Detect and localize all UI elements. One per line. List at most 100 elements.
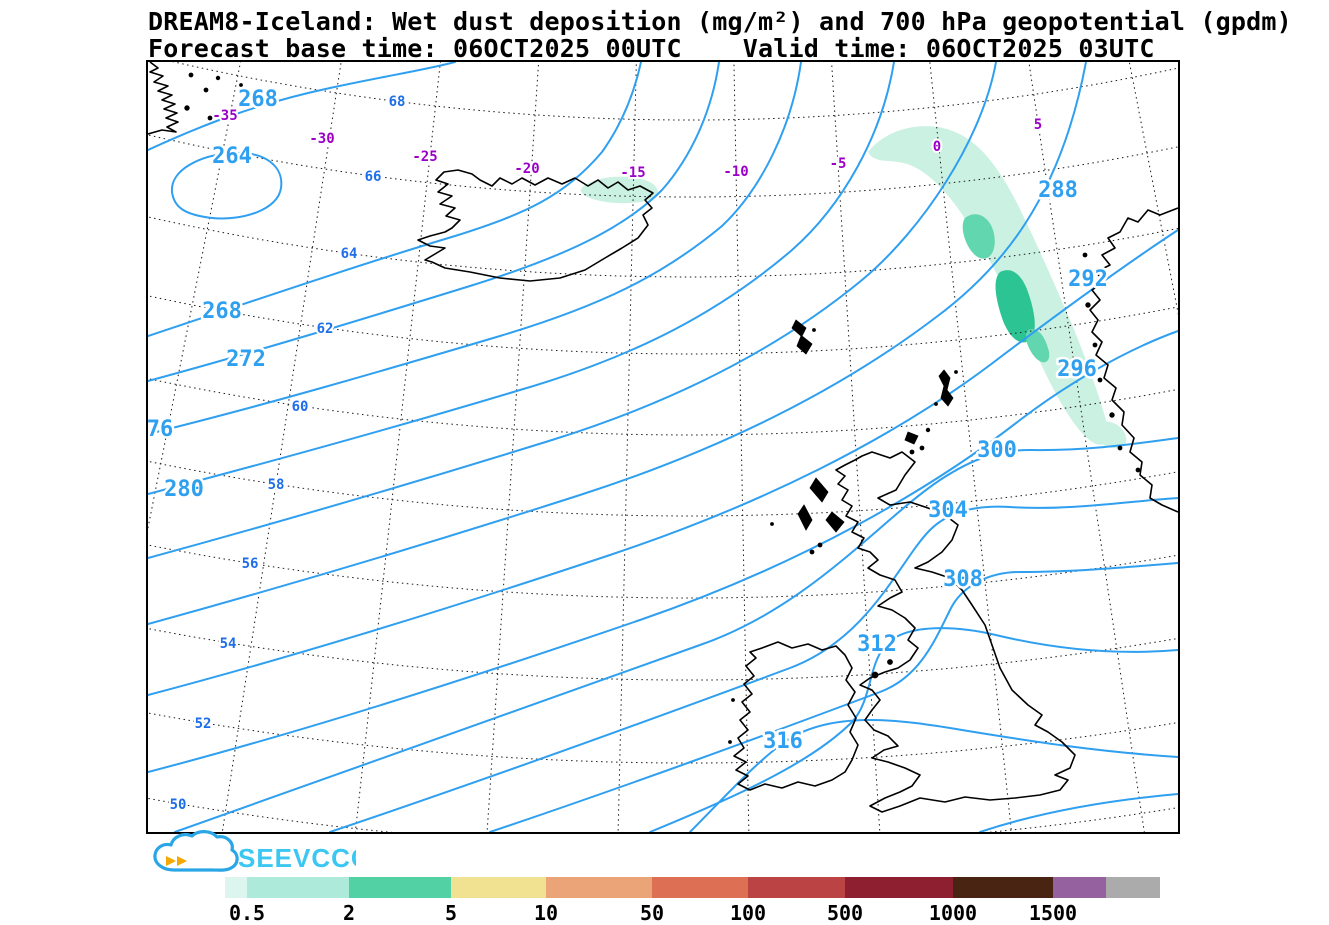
latitude-label: 62 — [317, 321, 334, 337]
longitude-label: -20 — [514, 161, 539, 177]
contour-label: 304 — [928, 498, 968, 523]
longitude-label: -15 — [620, 165, 645, 181]
colorbar-tick-label: 100 — [729, 901, 767, 925]
contour-label: 292 — [1068, 267, 1108, 292]
colorbar: 0.5 2 5 10 50 100 500 1000 1500 — [225, 877, 1160, 925]
irish-islet — [731, 698, 735, 702]
colorbar-segments — [225, 877, 1160, 898]
contour-label: 312 — [857, 632, 897, 657]
latitude-gridline — [148, 295, 1178, 355]
colorbar-segment — [247, 877, 349, 898]
greenland-islet — [203, 87, 209, 93]
contour-272 — [148, 62, 720, 382]
contour-280 — [148, 62, 895, 495]
contour-label: 268 — [202, 299, 242, 324]
greenland-islet — [239, 83, 243, 87]
title-block: DREAM8-Iceland: Wet dust deposition (mg/… — [148, 8, 1292, 62]
longitude-label: -25 — [412, 149, 437, 165]
latitude-label: 56 — [242, 556, 259, 572]
contour-276 — [148, 62, 802, 435]
hebrides-islet — [817, 542, 823, 548]
contour-label: 272 — [226, 347, 266, 372]
colorbar-segment — [1106, 877, 1160, 898]
longitude-label: -35 — [212, 108, 237, 124]
latitude-label: 68 — [389, 94, 406, 110]
greenland-islet — [215, 75, 221, 81]
contour-292 — [148, 229, 1178, 696]
latitude-label: 50 — [170, 797, 187, 813]
latitude-gridline — [148, 797, 1178, 832]
contour-label: 288 — [1038, 178, 1078, 203]
irish-islet — [728, 740, 732, 744]
iceland-coast — [417, 169, 654, 282]
latitude-gridline — [148, 216, 1178, 278]
colorbar-segment — [652, 877, 748, 898]
seevccc-logo: SEEVCCC — [153, 830, 356, 873]
contour-320 — [979, 793, 1178, 832]
longitude-label: 0 — [933, 139, 941, 155]
isle-of-man — [887, 659, 893, 665]
contour-label: 280 — [164, 477, 204, 502]
contour-label: 296 — [1057, 357, 1097, 382]
dust-area-norwegian-sea — [868, 126, 1109, 445]
latitude-gridline — [148, 460, 1178, 517]
contour-label: 316 — [763, 729, 803, 754]
chart-title: DREAM8-Iceland: Wet dust deposition (mg/… — [148, 7, 1292, 36]
latitude-label: 54 — [220, 636, 237, 652]
orkney-islands — [904, 431, 919, 445]
latitude-gridline — [148, 712, 1178, 764]
orkney-islet — [909, 449, 915, 455]
colorbar-segment — [1053, 877, 1106, 898]
colorbar-segment — [546, 877, 652, 898]
contour-300 — [174, 437, 1178, 832]
hebrides-lewis — [809, 477, 829, 503]
longitude-gridline — [831, 62, 881, 832]
dust-maximum-3 — [1025, 328, 1050, 363]
norway-skerry — [1117, 445, 1123, 451]
ireland-coast — [733, 641, 859, 791]
contour-296 — [148, 330, 1178, 773]
dust-area-norway-south — [1093, 421, 1127, 449]
greenland-islet — [184, 105, 190, 111]
dust-deposition-areas — [580, 126, 1127, 449]
colorbar-tick-label: 0.5 — [228, 901, 266, 925]
latitude-gridline — [148, 134, 1178, 198]
hebrides-skye — [825, 511, 845, 533]
shetland-islet — [934, 402, 938, 406]
latitude-label: 64 — [341, 246, 358, 262]
longitude-gridline — [733, 62, 750, 832]
orkney-islet — [925, 427, 931, 433]
chart-subtitle: Forecast base time: 06OCT2025 00UTC Vali… — [148, 34, 1155, 63]
colorbar-segment — [451, 877, 546, 898]
double-arrow-icon — [166, 856, 176, 866]
colorbar-segment — [845, 877, 953, 898]
colorbar-segment — [748, 877, 845, 898]
colorbar-tick-label: 50 — [639, 901, 665, 925]
st-kilda-islet — [770, 522, 774, 526]
hebrides-islet — [809, 549, 815, 555]
norway-skerry — [1135, 467, 1141, 473]
latitude-gridline — [148, 544, 1178, 599]
colorbar-tick-label: 2 — [342, 901, 356, 925]
greenland-islet — [188, 72, 194, 78]
map-labels: 268 264 268 272 76 280 288 292 296 300 304 308 312 31… — [148, 85, 1110, 816]
contour-label: 308 — [943, 567, 983, 592]
longitude-label: -5 — [830, 156, 847, 172]
dust-maximum-2 — [995, 270, 1035, 343]
dust-area-iceland — [580, 176, 658, 204]
norway-skerry — [1082, 252, 1088, 258]
hebrides-uists — [797, 504, 813, 531]
longitude-gridline — [617, 62, 637, 832]
cloud-icon — [153, 830, 239, 872]
latitude-gridline — [148, 627, 1178, 681]
contour-312 — [649, 627, 1178, 832]
contour-316 — [689, 719, 1178, 832]
norway-skerry — [1085, 302, 1091, 308]
contour-308 — [489, 562, 1178, 832]
colorbar-segment — [349, 877, 451, 898]
great-britain-coast — [835, 451, 1076, 813]
contour-label: 264 — [212, 144, 252, 169]
norway-skerry — [1097, 377, 1103, 383]
orkney-islet — [919, 445, 925, 451]
